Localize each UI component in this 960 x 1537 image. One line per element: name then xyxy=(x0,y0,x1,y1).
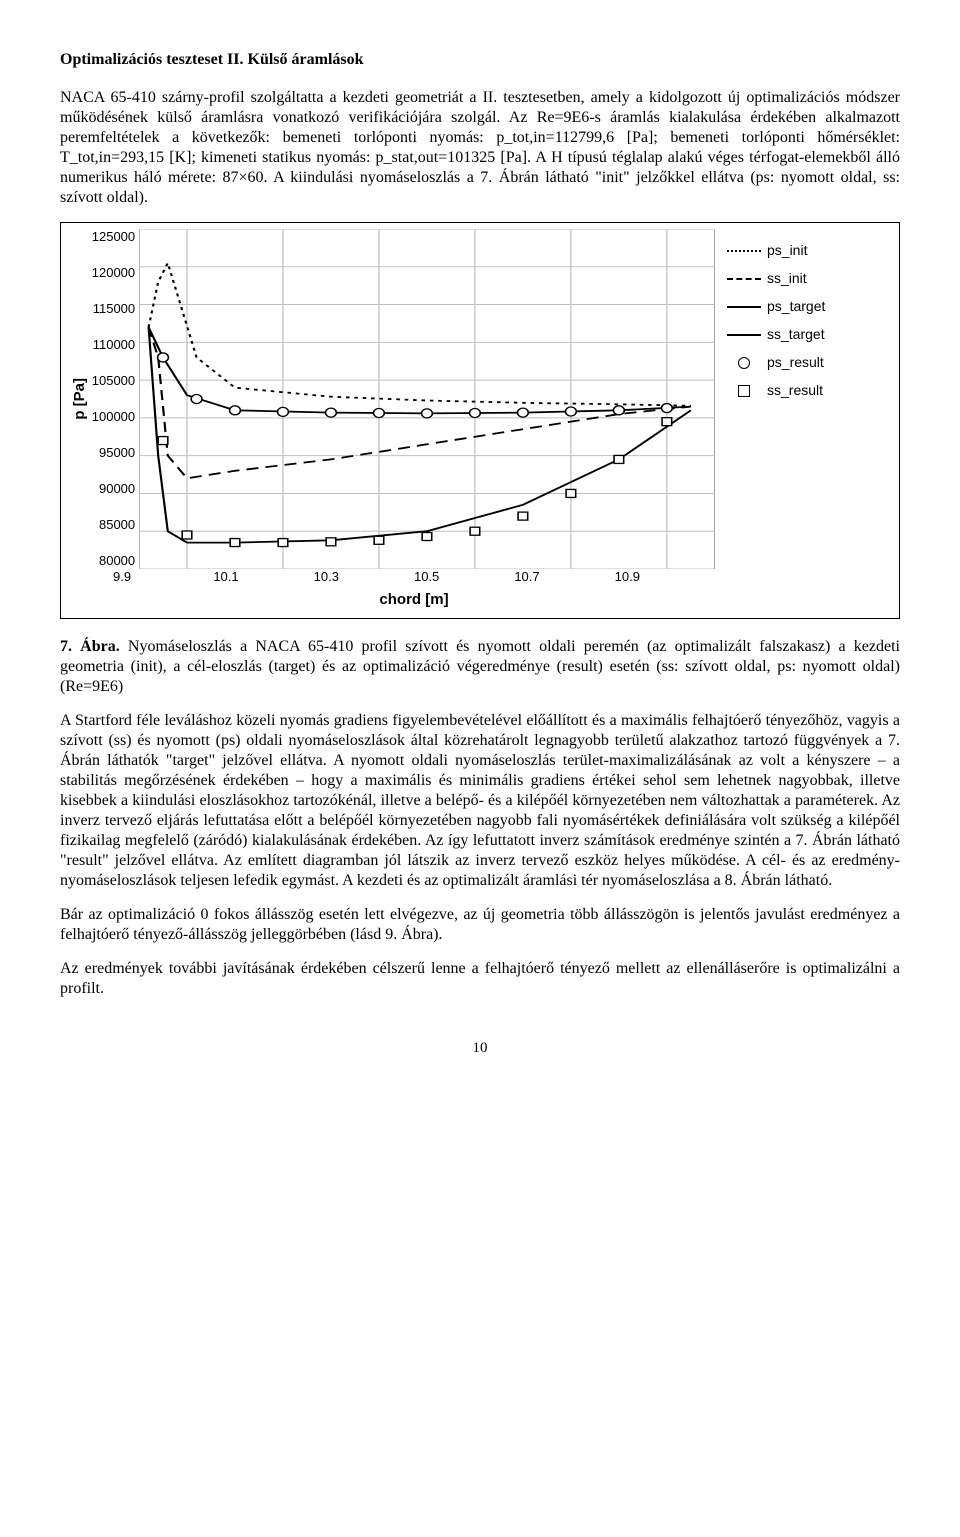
y-tick: 125000 xyxy=(92,229,135,245)
legend-item: ps_result xyxy=(727,349,887,377)
legend-swatch xyxy=(727,334,761,336)
section-title: Optimalizációs teszteset II. Külső áraml… xyxy=(60,50,900,70)
figure-7: p [Pa] 125000 120000 115000 110000 105000 100… xyxy=(60,222,900,619)
y-axis-label: p [Pa] xyxy=(69,378,92,420)
x-axis-label: chord [m] xyxy=(69,589,715,618)
paragraph-outlook: Az eredmények további javításának érdeké… xyxy=(60,959,900,999)
legend-label: ps_init xyxy=(767,242,807,260)
y-tick: 90000 xyxy=(92,481,135,497)
legend-item: ps_target xyxy=(727,293,887,321)
legend-swatch xyxy=(727,385,761,397)
legend-swatch xyxy=(727,306,761,308)
y-tick: 115000 xyxy=(92,301,135,317)
legend-label: ss_target xyxy=(767,326,825,344)
legend-item: ps_init xyxy=(727,237,887,265)
y-tick: 85000 xyxy=(92,517,135,533)
plot-area xyxy=(139,229,715,569)
legend-label: ps_target xyxy=(767,298,825,316)
y-tick: 105000 xyxy=(92,373,135,389)
legend-swatch xyxy=(727,278,761,280)
x-tick: 10.1 xyxy=(213,569,313,585)
x-tick: 9.9 xyxy=(113,569,213,585)
paragraph-aoa: Bár az optimalizáció 0 fokos állásszög e… xyxy=(60,905,900,945)
legend-swatch xyxy=(727,250,761,252)
x-tick: 10.3 xyxy=(314,569,414,585)
legend-item: ss_result xyxy=(727,377,887,405)
page-number: 10 xyxy=(60,1039,900,1058)
paragraph-discussion: A Startford féle leváláshoz közeli nyomá… xyxy=(60,711,900,891)
legend-swatch xyxy=(727,357,761,369)
x-tick: 10.7 xyxy=(514,569,614,585)
paragraph-intro: NACA 65-410 szárny-profil szolgáltatta a… xyxy=(60,88,900,208)
x-tick: 10.5 xyxy=(414,569,514,585)
legend-item: ss_init xyxy=(727,265,887,293)
legend-label: ss_result xyxy=(767,382,823,400)
legend-label: ps_result xyxy=(767,354,824,372)
y-tick: 95000 xyxy=(92,445,135,461)
caption-label: 7. Ábra. xyxy=(60,638,120,655)
legend-label: ss_init xyxy=(767,270,807,288)
y-tick: 110000 xyxy=(92,337,135,353)
x-axis-ticks: 9.910.110.310.510.710.9 xyxy=(69,569,715,589)
y-axis-ticks: 125000 120000 115000 110000 105000 100000 9500… xyxy=(92,229,139,569)
y-tick: 100000 xyxy=(92,409,135,425)
legend-item: ss_target xyxy=(727,321,887,349)
chart-container: p [Pa] 125000 120000 115000 110000 105000 100… xyxy=(60,222,900,619)
figure-caption: 7. Ábra. Nyomáseloszlás a NACA 65-410 pr… xyxy=(60,637,900,697)
y-tick: 80000 xyxy=(92,553,135,569)
y-tick: 120000 xyxy=(92,265,135,281)
x-tick: 10.9 xyxy=(615,569,715,585)
caption-text: Nyomáseloszlás a NACA 65-410 profil szív… xyxy=(60,638,900,695)
legend: ps_init ss_init ps_target ss_target ps_resul… xyxy=(715,229,891,618)
